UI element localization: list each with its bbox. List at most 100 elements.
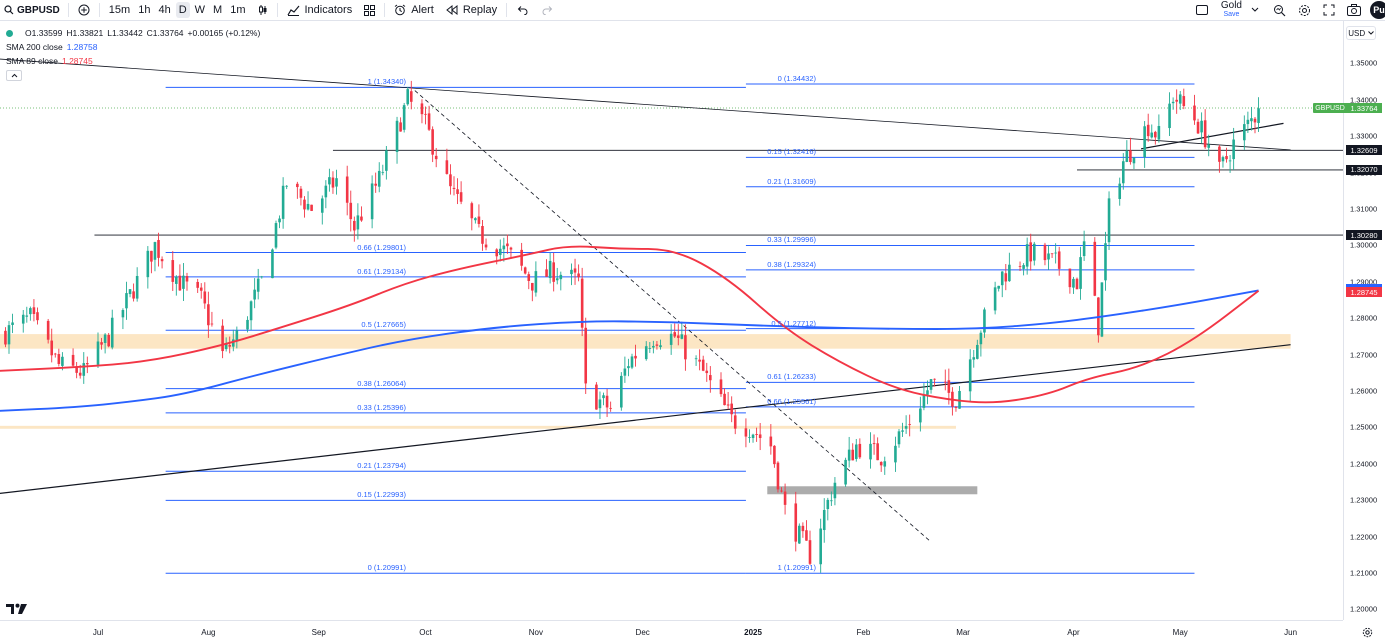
candle-body (328, 177, 331, 185)
candle-body (285, 185, 288, 187)
price-tick-label: 1.25000 (1350, 422, 1378, 432)
candle-body (669, 333, 673, 345)
candle-body (1154, 131, 1157, 138)
price-tick-label: 1.21000 (1350, 568, 1378, 578)
interval-15m[interactable]: 15m (108, 4, 131, 16)
candle-body (598, 399, 602, 409)
candle-body (854, 444, 858, 459)
interval-W[interactable]: W (194, 4, 206, 16)
time-tick-label: Mar (956, 628, 970, 637)
candle-body (1129, 150, 1132, 163)
sma200-legend[interactable]: SMA 200 close 1.28758 (6, 40, 260, 54)
indicators-icon (286, 5, 300, 16)
candle-body (409, 91, 413, 102)
candle-body (744, 428, 748, 437)
layout-name-button[interactable]: Gold Save (1221, 1, 1242, 19)
candle-body (869, 443, 872, 460)
candle-body (943, 381, 947, 383)
candle-body (53, 353, 57, 355)
interval-M[interactable]: M (213, 4, 223, 16)
alert-label: Alert (411, 4, 434, 16)
candle-body (1072, 278, 1075, 288)
candle-body (481, 226, 484, 244)
candle-body (922, 394, 926, 408)
candle-body (353, 220, 356, 231)
indicators-button[interactable]: Indicators (284, 2, 356, 18)
fullscreen-icon[interactable] (1320, 2, 1338, 18)
interval-1m[interactable]: 1m (230, 4, 246, 16)
candle-body (506, 243, 509, 247)
camera-icon[interactable] (1344, 2, 1364, 18)
layout-icon[interactable] (1193, 2, 1211, 18)
interval-1h[interactable]: 1h (138, 4, 151, 16)
candle-body (758, 434, 762, 439)
candle-body (570, 269, 573, 275)
candle-body (1125, 151, 1129, 162)
candle-body (32, 307, 36, 315)
candle-body (783, 491, 787, 505)
symbol-search[interactable]: GBPUSD (4, 0, 60, 20)
settings-icon[interactable] (1295, 2, 1314, 18)
candle-body (872, 443, 876, 445)
candle-body (926, 390, 929, 395)
layout-save-status: Save (1223, 11, 1240, 18)
sma89-legend[interactable]: SMA 89 close 1.28745 (6, 54, 260, 68)
candle-body (434, 155, 438, 160)
add-symbol-icon[interactable] (75, 2, 93, 18)
candle-body (1100, 282, 1104, 337)
candle-body (153, 242, 157, 260)
candle-body (260, 276, 264, 278)
candle-body (349, 202, 353, 220)
candle-body (1207, 144, 1211, 148)
candle-body (609, 407, 612, 409)
ohlc-row: O1.33599 H1.33821 L1.33442 C1.33764 +0.0… (6, 26, 260, 40)
tradingview-logo-icon[interactable] (6, 603, 28, 615)
alert-button[interactable]: Alert (391, 2, 437, 18)
sma89-label: SMA 89 close (6, 56, 58, 66)
candle-body (57, 354, 61, 364)
templates-icon[interactable] (361, 2, 378, 18)
candle-body (495, 249, 499, 257)
chevron-down-icon[interactable] (1248, 2, 1262, 18)
change-value: +0.00165 (+0.12%) (187, 28, 261, 38)
interval-D[interactable]: D (175, 2, 190, 18)
candle-body (96, 341, 100, 365)
candle-body (680, 334, 684, 339)
currency-button[interactable]: USD (1346, 26, 1376, 40)
candle-body (844, 459, 847, 485)
sma-layer (0, 245, 1260, 412)
interval-4h[interactable]: 4h (158, 4, 171, 16)
axis-settings-icon[interactable] (1362, 627, 1373, 638)
fib-level-label: 0.61 (1.29134) (357, 266, 406, 276)
undo-icon[interactable] (513, 2, 531, 18)
high-value: H1.33821 (66, 28, 104, 38)
candle-body (1168, 103, 1171, 129)
legend-collapse-button[interactable] (6, 70, 22, 81)
support-resistance-zone (0, 334, 1291, 349)
redo-icon[interactable] (539, 2, 557, 18)
market-status-icon (6, 29, 13, 37)
candle-body (498, 248, 502, 255)
price-tick-label: 1.31000 (1350, 204, 1378, 214)
candle-body (555, 278, 559, 281)
candle-body (228, 344, 232, 347)
quick-search-icon[interactable] (1270, 2, 1289, 18)
price-tick-label: 1.29000 (1350, 277, 1378, 287)
indicators-label: Indicators (304, 4, 353, 16)
candle-body (370, 183, 374, 220)
avatar[interactable]: Pu (1370, 1, 1385, 19)
fib-level-label: 1 (1.20991) (777, 563, 816, 573)
replay-button[interactable]: Replay (443, 2, 500, 18)
time-tick-label: Sep (311, 628, 326, 637)
candle-body (25, 315, 29, 317)
fib-level-label: 0.33 (1.25396) (357, 402, 406, 412)
chart-type-icon[interactable] (255, 2, 271, 18)
candle-body (360, 216, 363, 221)
candle-body (901, 430, 904, 432)
price-tick-label: 1.27000 (1350, 350, 1378, 359)
candle-body (780, 490, 783, 492)
divider (276, 3, 278, 17)
candle-body (296, 183, 299, 188)
close-value: C1.33764 (146, 28, 184, 38)
